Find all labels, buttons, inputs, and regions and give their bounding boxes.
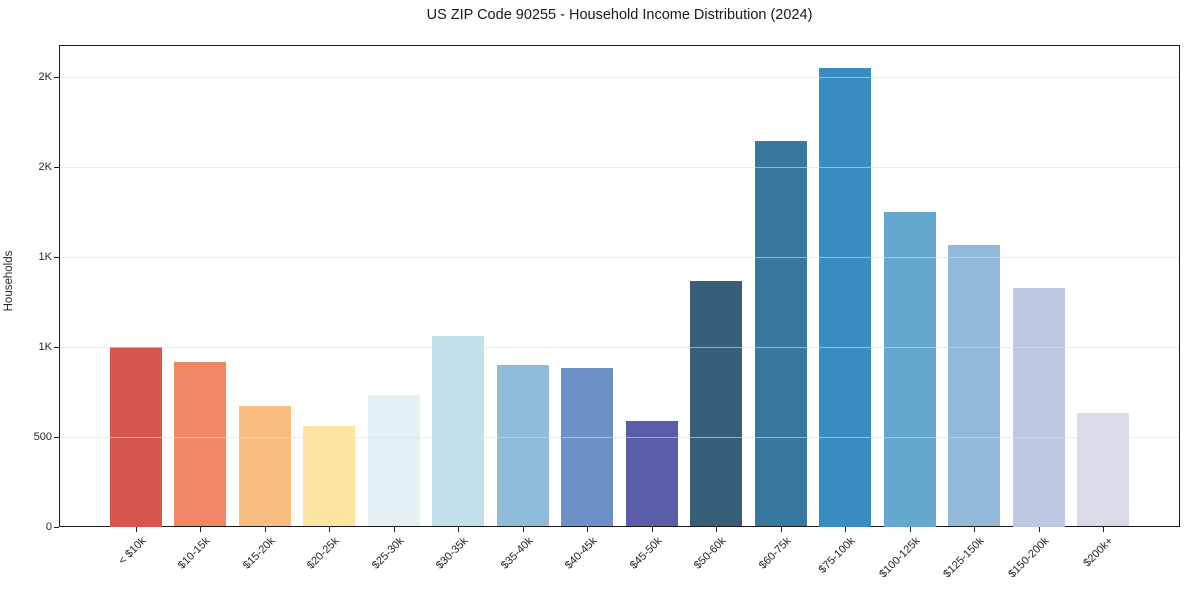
x-tick-label: $150-200k	[1005, 534, 1052, 580]
x-tick-mark	[1103, 526, 1105, 532]
bar-14	[948, 244, 1001, 527]
x-tick-mark	[522, 526, 524, 532]
y-tick-mark	[54, 346, 59, 348]
chart-title: US ZIP Code 90255 - Household Income Dis…	[426, 7, 813, 23]
x-tick-label: $15-20k	[240, 534, 278, 572]
x-tick-label: $50-60k	[692, 534, 729, 572]
x-tick-label: < $10k	[116, 534, 149, 567]
bar-2	[174, 361, 227, 527]
y-tick-label: 1K	[38, 340, 52, 353]
bar-3	[238, 405, 291, 527]
gridline	[60, 256, 1179, 258]
bar-15	[1012, 288, 1065, 527]
x-tick-mark	[264, 526, 266, 532]
x-tick-label: $40-45k	[563, 534, 600, 572]
bar-6	[432, 335, 485, 527]
gridline	[60, 166, 1179, 168]
x-tick-label: $45-50k	[627, 534, 665, 572]
x-tick-mark	[1038, 526, 1040, 532]
x-tick-mark	[458, 526, 460, 532]
gridline	[60, 76, 1179, 78]
x-tick-mark	[393, 526, 395, 532]
y-tick-label: 1K	[38, 250, 52, 263]
y-tick-label: 500	[33, 430, 52, 443]
x-tick-label: $10-15k	[176, 534, 213, 572]
y-tick-label: 2K	[38, 160, 52, 173]
gridline	[60, 346, 1179, 348]
x-tick-label: $30-35k	[434, 534, 471, 572]
y-tick-label: 0	[45, 520, 52, 533]
x-tick-label: $35-40k	[498, 534, 536, 572]
gridline	[60, 436, 1179, 438]
x-tick-mark	[200, 526, 202, 532]
y-tick-mark	[54, 166, 59, 168]
bar-13	[883, 211, 936, 527]
x-tick-label: $75-100k	[816, 534, 858, 576]
x-tick-mark	[135, 526, 137, 532]
x-tick-mark	[651, 526, 653, 532]
x-tick-label: $200k+	[1081, 534, 1116, 569]
x-tick-label: $20-25k	[305, 534, 342, 572]
x-tick-label: $25-30k	[369, 534, 407, 572]
x-tick-mark	[329, 526, 331, 532]
y-tick-mark	[54, 436, 59, 438]
bar-12	[819, 67, 872, 527]
bar-5	[367, 395, 420, 527]
x-tick-mark	[587, 526, 589, 532]
x-tick-label: $60-75k	[756, 534, 794, 572]
plot-border	[59, 45, 1180, 527]
bar-10	[690, 280, 743, 527]
bar-16	[1077, 413, 1130, 527]
x-tick-label: $125-150k	[941, 534, 987, 580]
bar-9	[625, 421, 678, 527]
x-tick-mark	[909, 526, 911, 532]
bar-1	[109, 346, 162, 527]
bar-11	[754, 141, 807, 527]
y-tick-label: 2K	[38, 70, 52, 83]
y-tick-mark	[54, 526, 59, 528]
x-tick-mark	[845, 526, 847, 532]
x-tick-label: $100-125k	[876, 534, 923, 580]
bar-8	[561, 368, 614, 527]
bar-4	[303, 425, 356, 527]
y-axis-label: Households	[3, 250, 15, 312]
x-tick-mark	[974, 526, 976, 532]
bar-7	[496, 365, 549, 527]
x-tick-mark	[716, 526, 718, 532]
x-tick-mark	[780, 526, 782, 532]
y-tick-mark	[54, 76, 59, 78]
y-tick-mark	[54, 256, 59, 258]
